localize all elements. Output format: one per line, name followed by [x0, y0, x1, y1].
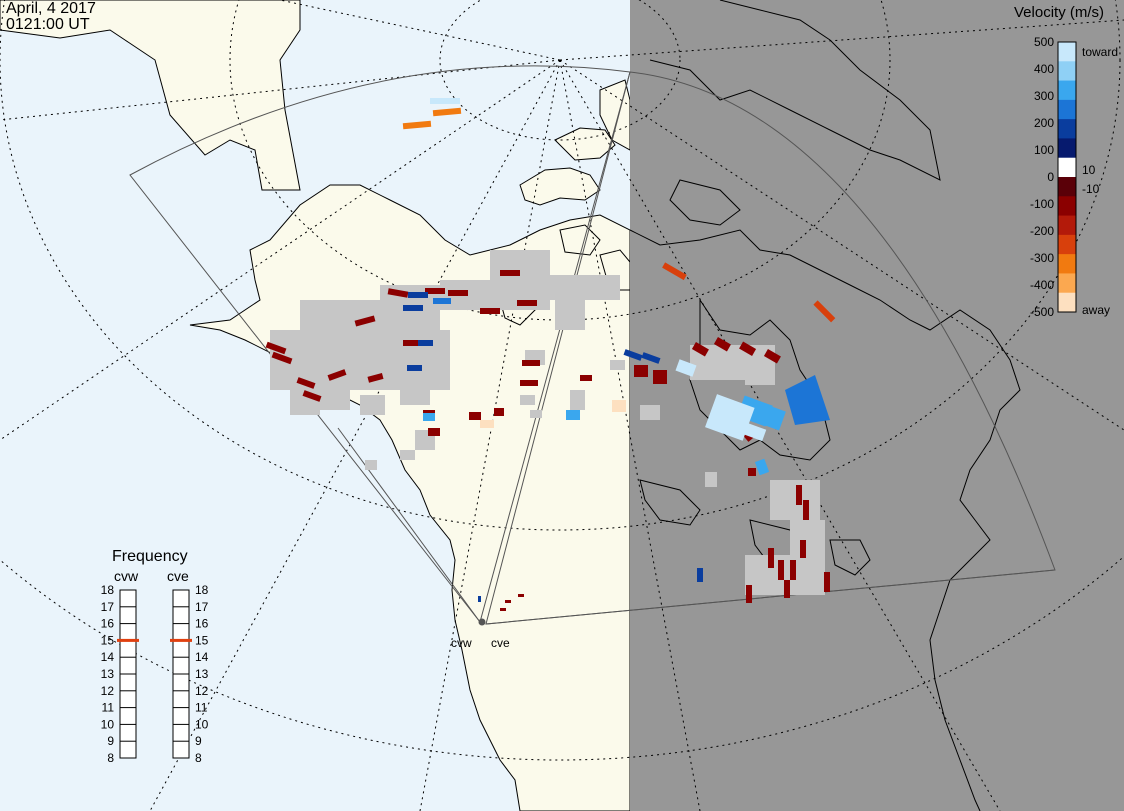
frequency-tick-label: 13: [195, 667, 209, 681]
frequency-tick-label: 17: [195, 600, 209, 614]
frequency-tick-label: 8: [195, 751, 202, 765]
colorbar-tick-label: 0: [1047, 170, 1054, 184]
colorbar-segment: [1058, 138, 1076, 159]
frequency-panel: 18 17 16 15 14 13 12 11 10 9 8 18 17 16 15 14 13 12 11 10 9 8: [101, 583, 209, 765]
frequency-tick-label: 11: [102, 701, 115, 715]
colorbar-away-label: away: [1082, 303, 1110, 317]
frequency-tick-label: 10: [101, 717, 115, 731]
colorbar-segment: [1058, 99, 1076, 120]
colorbar-segment: [1058, 119, 1076, 139]
frequency-tick-label: 9: [195, 734, 202, 748]
colorbar-inner-label: -10: [1082, 182, 1100, 196]
colorbar-segment: [1058, 215, 1076, 236]
velocity-cells: [265, 98, 836, 611]
frequency-title: Frequency: [112, 548, 188, 565]
frequency-tick-label: 17: [101, 600, 115, 614]
frequency-tick-label: 13: [101, 667, 115, 681]
frequency-tick-label: 16: [101, 617, 115, 631]
colorbar-toward-label: toward: [1082, 45, 1118, 59]
frequency-tick-label: 18: [195, 583, 209, 597]
frequency-indicator: [170, 638, 192, 642]
colorbar-segment: [1058, 157, 1076, 178]
frequency-tick-label: 12: [195, 684, 209, 698]
frequency-radar-label-cve: cve: [167, 568, 189, 584]
frequency-tick-label: 14: [195, 650, 209, 664]
colorbar-segment: [1058, 234, 1076, 255]
cvw-fov: [129, 65, 631, 624]
frequency-tick-label: 10: [195, 717, 209, 731]
frequency-tick-label: 16: [195, 617, 209, 631]
radar-fov-outlines: [129, 65, 1056, 625]
station-label-cve: cve: [491, 636, 510, 650]
frequency-tick-label: 15: [101, 633, 115, 647]
colorbar-tick-label: 400: [1034, 62, 1054, 76]
cve-fov: [485, 71, 1056, 625]
frequency-tick-label: 8: [107, 751, 114, 765]
colorbar-segment: [1058, 177, 1076, 197]
colorbar-segment: [1058, 61, 1076, 82]
colorbar-tick-label: -100: [1030, 197, 1054, 211]
frequency-indicator: [117, 638, 139, 642]
frequency-tick-label: 9: [107, 734, 114, 748]
colorbar-segment: [1058, 42, 1076, 62]
colorbar-tick-label: 300: [1034, 89, 1054, 103]
frequency-tick-label: 11: [195, 701, 208, 715]
date-label: April, 4 2017: [6, 0, 96, 17]
colorbar-title: Velocity (m/s): [1014, 4, 1105, 21]
colorbar-segment: [1058, 80, 1076, 101]
frequency-radar-label-cvw: cvw: [114, 568, 139, 584]
frequency-tick-label: 14: [101, 650, 115, 664]
frequency-tick-label: 15: [195, 633, 209, 647]
colorbar-tick-label: -200: [1030, 224, 1054, 238]
velocity-colorbar: 500 400 300 200 100 0 -100 -200 -300 -400 -500 10 -1…: [1030, 35, 1118, 319]
colorbar-inner-label: 10: [1082, 163, 1096, 177]
station-label-cvw: cvw: [451, 636, 472, 650]
colorbar-segment: [1058, 196, 1076, 217]
colorbar-tick-label: -500: [1030, 305, 1054, 319]
frequency-tick-label: 18: [101, 583, 115, 597]
colorbar-tick-label: -300: [1030, 251, 1054, 265]
night-side-shading: [630, 0, 1124, 811]
time-label: 0121:00 UT: [6, 16, 90, 33]
colorbar-segment: [1058, 292, 1076, 313]
colorbar-frame: [1057, 41, 1077, 313]
radar-site-marker: [478, 618, 486, 626]
colorbar-segment: [1058, 273, 1076, 294]
colorbar-tick-label: 200: [1034, 116, 1054, 130]
colorbar-tick-label: 500: [1034, 35, 1054, 49]
frequency-tick-label: 12: [101, 684, 115, 698]
colorbar-tick-label: -400: [1030, 278, 1054, 292]
colorbar-tick-label: 100: [1034, 143, 1054, 157]
colorbar-segment: [1058, 254, 1076, 274]
